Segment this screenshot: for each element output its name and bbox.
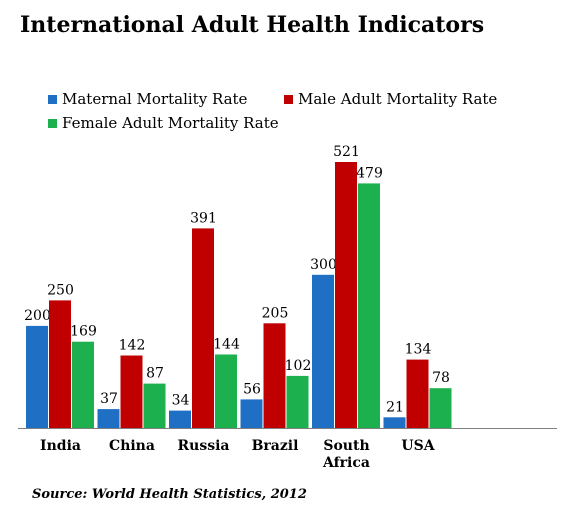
data-label-south-africa-male-adult-mortality-rate: 521 <box>333 144 360 160</box>
legend-swatch-female <box>48 118 57 128</box>
category-label-usa: USA <box>401 438 435 454</box>
legend-item-maternal: Maternal Mortality Rate <box>48 90 247 108</box>
data-label-china-maternal-mortality-rate: 37 <box>100 391 118 407</box>
data-label-south-africa-maternal-mortality-rate: 300 <box>310 257 337 273</box>
data-label-china-male-adult-mortality-rate: 142 <box>119 338 146 354</box>
bar-india-male-adult-mortality-rate <box>49 300 71 428</box>
data-label-india-male-adult-mortality-rate: 250 <box>47 282 74 298</box>
bar-russia-male-adult-mortality-rate <box>192 228 214 428</box>
chart-source: Source: World Health Statistics, 2012 <box>32 487 307 502</box>
legend-item-female: Female Adult Mortality Rate <box>48 114 279 132</box>
legend-item-male: Male Adult Mortality Rate <box>284 90 497 108</box>
data-label-china-female-adult-mortality-rate: 87 <box>146 366 164 382</box>
legend-label-maternal: Maternal Mortality Rate <box>62 90 248 108</box>
bar-usa-female-adult-mortality-rate <box>429 388 452 428</box>
chart-title: International Adult Health Indicators <box>20 12 485 38</box>
data-label-usa-female-adult-mortality-rate: 78 <box>432 370 450 386</box>
data-label-india-maternal-mortality-rate: 200 <box>24 308 51 324</box>
bar-south-africa-maternal-mortality-rate <box>312 274 334 428</box>
bar-india-maternal-mortality-rate <box>26 325 48 428</box>
data-label-usa-male-adult-mortality-rate: 134 <box>405 342 432 358</box>
data-label-russia-male-adult-mortality-rate: 391 <box>190 210 217 226</box>
category-label-russia: Russia <box>178 438 230 454</box>
bar-brazil-female-adult-mortality-rate <box>286 375 309 428</box>
legend-swatch-maternal <box>48 94 57 104</box>
data-label-russia-maternal-mortality-rate: 34 <box>172 393 190 409</box>
bar-india-female-adult-mortality-rate <box>72 341 94 428</box>
bar-south-africa-female-adult-mortality-rate <box>358 183 380 428</box>
bar-brazil-maternal-mortality-rate <box>240 399 263 428</box>
bar-china-female-adult-mortality-rate <box>143 383 166 428</box>
data-label-usa-maternal-mortality-rate: 21 <box>386 399 404 415</box>
category-label-brazil: Brazil <box>252 438 299 454</box>
bar-usa-maternal-mortality-rate <box>383 417 406 428</box>
category-label-india: India <box>40 438 81 454</box>
bar-brazil-male-adult-mortality-rate <box>263 323 286 428</box>
bar-south-africa-male-adult-mortality-rate <box>335 162 357 428</box>
bar-china-maternal-mortality-rate <box>97 409 120 428</box>
data-label-brazil-maternal-mortality-rate: 56 <box>243 381 261 397</box>
data-label-india-female-adult-mortality-rate: 169 <box>70 324 97 340</box>
bar-usa-male-adult-mortality-rate <box>406 359 429 428</box>
category-label-south-africa: South Africa <box>322 438 370 471</box>
data-label-brazil-male-adult-mortality-rate: 205 <box>262 305 289 321</box>
bar-russia-maternal-mortality-rate <box>169 410 191 428</box>
category-label-china: China <box>109 438 155 454</box>
bar-china-male-adult-mortality-rate <box>120 355 143 428</box>
data-label-russia-female-adult-mortality-rate: 144 <box>213 337 240 353</box>
legend-swatch-male <box>284 94 293 104</box>
data-label-south-africa-female-adult-mortality-rate: 479 <box>356 165 383 181</box>
data-label-brazil-female-adult-mortality-rate: 102 <box>285 358 312 374</box>
legend-label-male: Male Adult Mortality Rate <box>298 90 498 108</box>
legend-label-female: Female Adult Mortality Rate <box>62 114 279 132</box>
bar-russia-female-adult-mortality-rate <box>215 354 237 428</box>
